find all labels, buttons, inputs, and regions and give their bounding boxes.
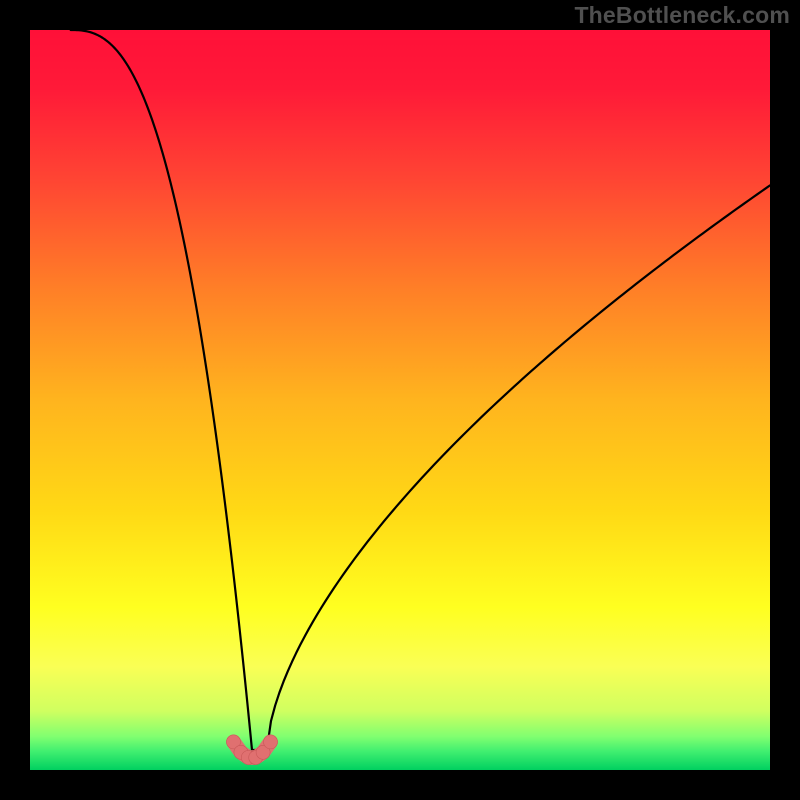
watermark-text: TheBottleneck.com: [574, 2, 790, 29]
chart-svg: [0, 0, 800, 800]
chart-container: TheBottleneck.com: [0, 0, 800, 800]
